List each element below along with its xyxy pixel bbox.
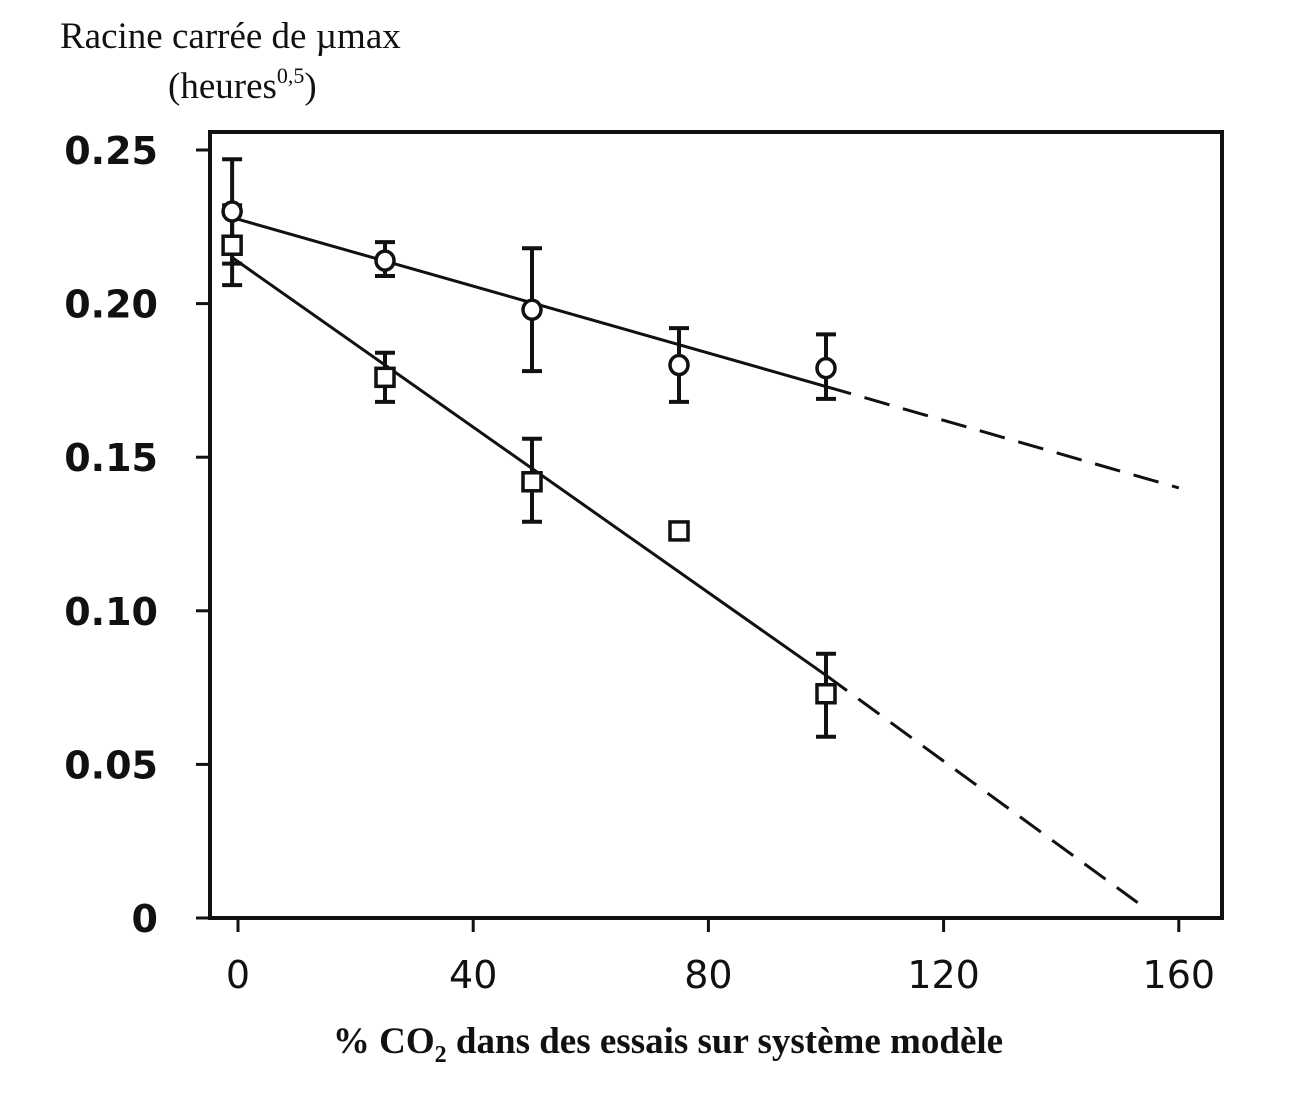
fit-line-dashed-2 <box>825 674 1139 904</box>
axis-ticks <box>196 148 1181 932</box>
y-tick-label: 0.20 <box>64 283 158 327</box>
x-tick-label: 40 <box>449 953 497 997</box>
square-marker <box>221 234 243 256</box>
fit-line-dashed-1 <box>825 385 1180 490</box>
x-axis-title: % CO2 dans des essais sur système modèle <box>333 1021 1003 1068</box>
circle-marker <box>668 353 690 377</box>
circle-marker <box>374 249 396 272</box>
circle-marker <box>221 200 243 223</box>
y-tick-label: 0.25 <box>64 129 158 173</box>
y-tick-label: 0.05 <box>64 743 158 787</box>
square-marker <box>815 682 837 705</box>
y-tick-label: 0.10 <box>64 590 158 634</box>
fit-lines <box>231 216 1180 904</box>
square-marker <box>521 471 543 493</box>
y-tick-label: 0 <box>132 897 158 941</box>
circle-marker <box>521 298 543 321</box>
x-tick-label: 120 <box>907 953 980 997</box>
y-axis-title-line2: (heures0,5) <box>168 63 317 107</box>
fit-line-solid-2 <box>231 256 827 677</box>
square-marker <box>374 366 396 389</box>
y-tick-label: 0.15 <box>64 436 158 480</box>
x-tick-label: 0 <box>226 953 250 997</box>
axis-tick-labels: 0 40 80 120 160 0 0.05 0.10 0.15 0.20 0.25 <box>64 129 1215 997</box>
circle-marker <box>815 356 837 380</box>
plot-frame <box>208 130 1224 920</box>
y-axis-title-line1: Racine carrée de µmax <box>60 16 401 57</box>
data-markers <box>221 200 837 705</box>
error-bars <box>222 157 836 739</box>
x-tick-label: 80 <box>684 953 732 997</box>
square-marker <box>668 520 690 542</box>
x-tick-label: 160 <box>1143 953 1216 997</box>
